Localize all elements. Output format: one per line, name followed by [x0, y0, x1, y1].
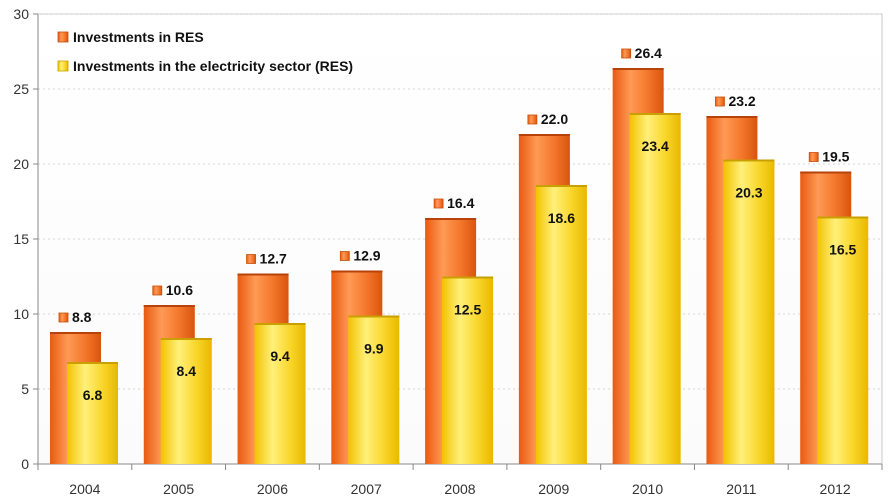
- data-label: 22.0: [541, 111, 568, 127]
- bar-investments-electricity: [817, 216, 869, 464]
- data-label: 20.3: [735, 185, 762, 201]
- y-tick-label: 25: [13, 81, 29, 97]
- bars: [50, 68, 869, 464]
- data-label: 23.2: [728, 93, 755, 109]
- bar-top-edge: [254, 323, 306, 325]
- bar-investments-electricity: [348, 315, 400, 464]
- data-label: 12.5: [454, 302, 481, 318]
- y-tick-label: 5: [21, 381, 29, 397]
- data-label: 23.4: [642, 138, 669, 154]
- data-label: 18.6: [548, 210, 575, 226]
- data-label: 26.4: [635, 45, 662, 61]
- data-label: 9.9: [364, 341, 384, 357]
- data-label: 9.4: [270, 348, 290, 364]
- bar-top-edge: [50, 332, 101, 334]
- data-label: 10.6: [166, 282, 193, 298]
- bar-top-edge: [331, 270, 383, 273]
- bar-top-edge: [160, 338, 212, 340]
- x-tick-label: 2008: [444, 481, 475, 497]
- data-label: 12.7: [260, 251, 287, 267]
- legend-swatch: [57, 60, 69, 72]
- label-marker: [58, 312, 69, 323]
- bar-top-edge: [723, 159, 775, 162]
- label-marker: [527, 114, 538, 125]
- data-label: 19.5: [822, 149, 849, 165]
- legend-entry: Investments in the electricity sector (R…: [73, 58, 353, 74]
- y-tick-label: 10: [13, 306, 29, 322]
- x-tick-label: 2009: [538, 481, 569, 497]
- label-marker: [152, 285, 163, 296]
- data-label: 12.9: [353, 248, 380, 264]
- data-label: 16.5: [829, 242, 856, 258]
- bar-investments-electricity: [67, 362, 118, 464]
- bar-top-edge: [425, 218, 477, 220]
- data-label: 8.4: [177, 363, 197, 379]
- label-marker: [433, 198, 444, 209]
- bar-top-edge: [67, 362, 118, 364]
- label-marker: [621, 48, 632, 59]
- bar-investments-electricity: [535, 185, 587, 464]
- bar-investments-electricity: [629, 113, 681, 464]
- legend: Investments in RES Investments in the ele…: [57, 29, 353, 74]
- x-tick-label: 2011: [726, 481, 756, 497]
- bar-top-edge: [817, 216, 869, 219]
- label-marker: [339, 251, 350, 261]
- bar-top-edge: [237, 273, 289, 276]
- legend-entry: Investments in RES: [73, 29, 204, 45]
- x-tick-label: 2007: [351, 481, 382, 497]
- data-label: 16.4: [447, 195, 474, 211]
- bar-top-edge: [612, 68, 664, 70]
- bar-top-edge: [518, 134, 570, 136]
- bar-top-edge: [800, 171, 852, 174]
- bar-investments-electricity: [442, 276, 494, 464]
- data-labels: 8.8 6.8 10.6 8.4 12.7 9.4 12.9 9.9 16.4 12.5 22.0 1…: [58, 45, 857, 403]
- bar-top-edge: [629, 113, 681, 115]
- bar-top-edge: [706, 116, 758, 118]
- bar-top-edge: [143, 305, 195, 307]
- y-tick-label: 30: [13, 6, 29, 22]
- x-tick-label: 2004: [69, 481, 100, 497]
- bar-investments-electricity: [723, 159, 775, 464]
- data-label: 6.8: [83, 387, 103, 403]
- label-marker: [808, 152, 819, 162]
- y-tick-label: 20: [13, 156, 29, 172]
- x-tick-label: 2006: [257, 481, 288, 497]
- label-marker: [246, 254, 256, 264]
- bar-investments-electricity: [160, 338, 212, 464]
- x-tick-label: 2010: [632, 481, 663, 497]
- label-marker: [715, 96, 725, 107]
- bar-top-edge: [535, 185, 587, 187]
- y-tick-label: 15: [13, 231, 29, 247]
- y-tick-label: 0: [21, 456, 29, 472]
- data-label: 8.8: [72, 309, 92, 325]
- x-tick-label: 2012: [820, 481, 851, 497]
- bar-investments-electricity: [254, 323, 306, 464]
- bar-top-edge: [442, 276, 494, 279]
- x-tick-label: 2005: [163, 481, 194, 497]
- legend-swatch: [57, 31, 69, 43]
- bar-top-edge: [348, 315, 400, 318]
